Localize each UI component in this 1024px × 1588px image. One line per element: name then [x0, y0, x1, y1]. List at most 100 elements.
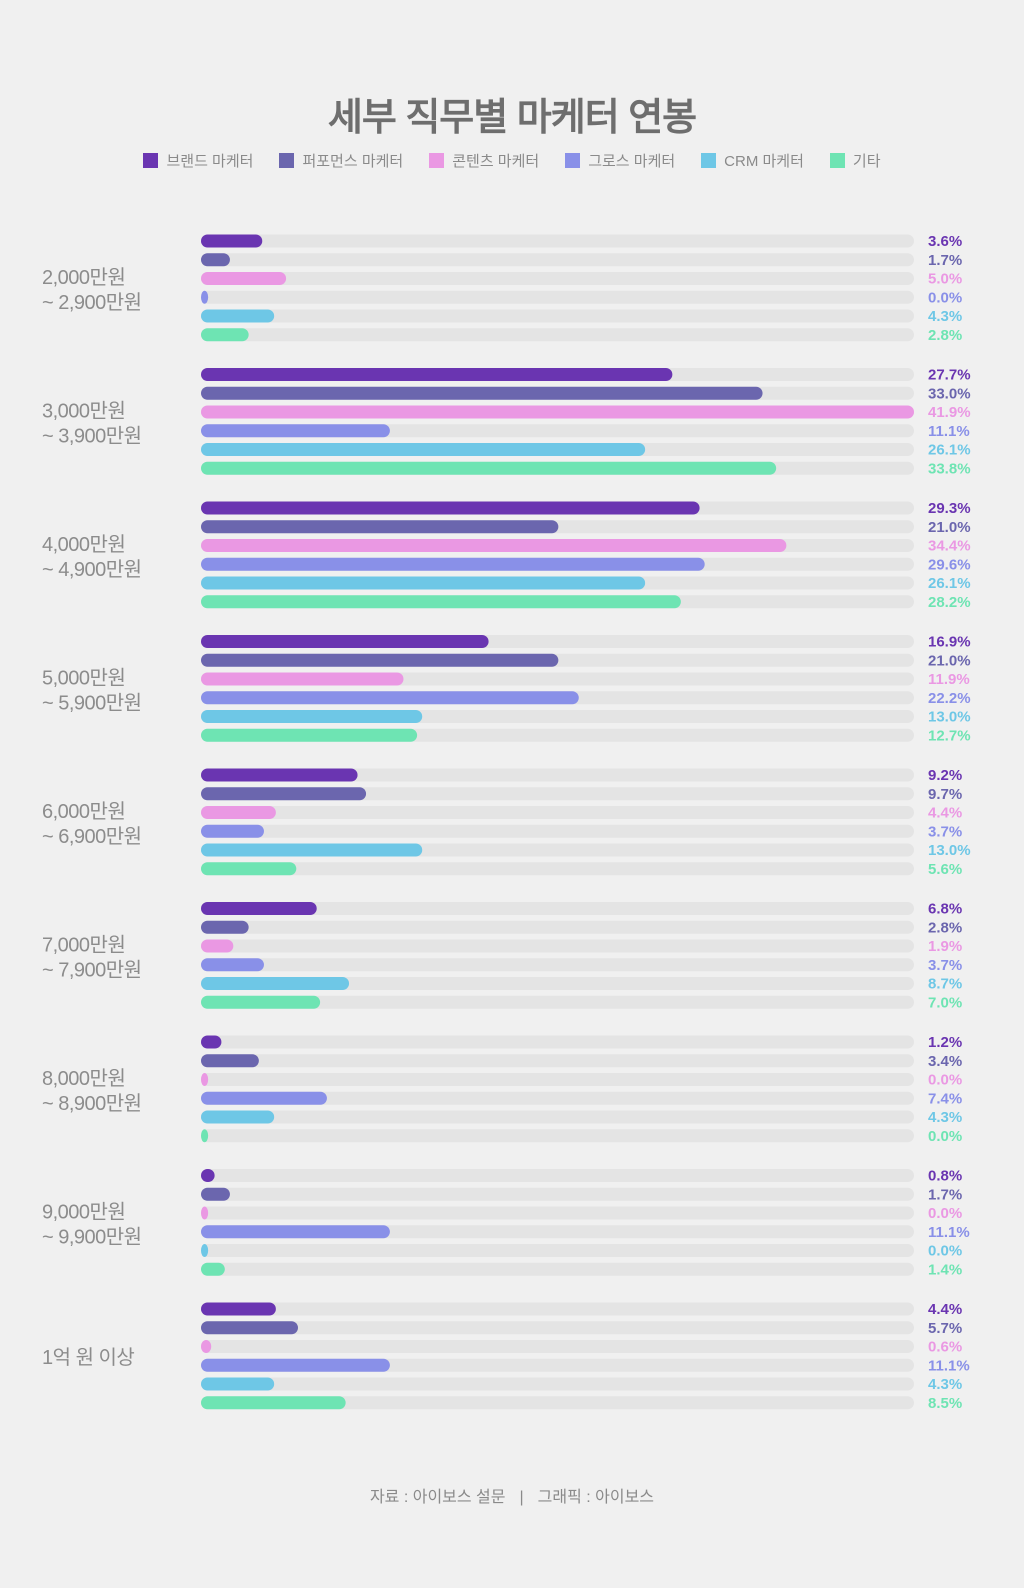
data-label: 6.8%: [928, 901, 962, 918]
bar: [201, 728, 418, 742]
bar: [201, 1073, 209, 1086]
bar-track: [201, 1377, 914, 1391]
bar-track: [201, 920, 914, 934]
category-label: ~ 7,900만원: [42, 958, 142, 981]
legend-swatch: [143, 153, 159, 168]
bar-track: [201, 1110, 914, 1124]
legend-item: 콘텐츠 마케터: [429, 150, 539, 171]
category-label: 3,000만원: [42, 399, 125, 422]
bar: [201, 691, 579, 705]
bar-group: 4,000만원~ 4,900만원 29.3% 21.0% 34.4%29.6% 26.1…: [42, 500, 971, 611]
bar-track: [201, 1187, 914, 1201]
bar-track: [201, 290, 914, 304]
data-label: 1.4%: [928, 1261, 962, 1278]
data-label: 1.7%: [928, 1186, 962, 1203]
data-label: 0.0%: [928, 1243, 962, 1260]
data-label: 1.7%: [928, 252, 962, 269]
bar: [201, 1091, 327, 1105]
bar: [201, 843, 423, 857]
bar: [201, 234, 263, 248]
bar: [201, 520, 559, 534]
data-label: 7.4%: [928, 1090, 962, 1107]
legend: 브랜드 마케터 퍼포먼스 마케터 콘텐츠 마케터 그로스 마케터 CRM 마케터 기타: [0, 150, 1024, 171]
bar-group: 7,000만원~ 7,900만원 6.8%2.8% 1.9% 3.7% 8.7%7.0%: [42, 901, 962, 1012]
data-label: 3.7%: [928, 957, 962, 974]
category-label: 1억 원 이상: [42, 1346, 134, 1369]
bar: [201, 576, 646, 590]
bar-track: [201, 806, 914, 819]
data-label: 33.8%: [928, 460, 971, 477]
bar: [201, 1035, 222, 1049]
data-label: 41.9%: [928, 404, 971, 421]
data-label: 34.4%: [928, 538, 971, 555]
data-label: 11.1%: [928, 423, 970, 440]
bar-group: 2,000만원~ 2,900만원 3.6% 1.7% 5.0%0.0% 4.3% 2.8%: [42, 233, 962, 344]
legend-item: 기타: [829, 150, 881, 171]
bar-track: [201, 862, 914, 876]
bar: [201, 939, 234, 953]
legend-label: 그로스 마케터: [588, 153, 676, 170]
bar: [201, 1206, 209, 1220]
data-label: 1.2%: [928, 1034, 962, 1051]
category-label: 7,000만원: [42, 933, 125, 956]
bar-track: [201, 1302, 914, 1316]
bar-track: [201, 272, 914, 285]
bar-track: [201, 1321, 914, 1335]
bar-track: [201, 1073, 914, 1086]
bar: [201, 1225, 390, 1239]
category-label: 8,000만원: [42, 1067, 125, 1090]
bar: [201, 1396, 346, 1410]
bar: [201, 920, 249, 934]
source-text: 자료 : 아이보스 설문: [369, 1489, 506, 1506]
data-label: 11.1%: [928, 1357, 970, 1374]
data-label: 12.7%: [928, 727, 971, 744]
bar-track: [201, 824, 914, 838]
bar: [201, 995, 321, 1009]
bar: [201, 272, 287, 285]
data-label: 0.0%: [928, 1205, 962, 1222]
data-label: 28.2%: [928, 594, 971, 611]
data-label: 27.7%: [928, 367, 971, 384]
data-label: 8.5%: [928, 1395, 962, 1412]
data-label: 33.0%: [928, 385, 971, 402]
legend-swatch: [565, 153, 581, 168]
data-label: 9.7%: [928, 786, 962, 803]
data-label: 11.9%: [928, 671, 970, 688]
data-label: 21.0%: [928, 652, 971, 669]
legend-item: 브랜드 마케터: [143, 150, 253, 171]
legend-swatch: [279, 153, 295, 168]
legend-label: 브랜드 마케터: [166, 153, 254, 170]
bar: [201, 806, 276, 819]
bar: [201, 768, 358, 782]
bar: [201, 635, 489, 648]
bar: [201, 1187, 230, 1201]
bar: [201, 1110, 275, 1124]
bar: [201, 672, 404, 686]
category-label: ~ 8,900만원: [42, 1092, 142, 1115]
bar-group: 9,000만원~ 9,900만원0.8%1.7%0.0%11.1%0.0%1.4…: [42, 1168, 970, 1279]
bar-track: [201, 234, 914, 248]
bar-track: [201, 1244, 914, 1257]
category-label: 6,000만원: [42, 800, 125, 823]
bar-track: [201, 1129, 914, 1143]
data-label: 0.6%: [928, 1339, 962, 1356]
legend-swatch: [829, 153, 845, 168]
data-label: 2.8%: [928, 327, 962, 344]
legend-label: 콘텐츠 마케터: [452, 153, 540, 170]
bar: [201, 862, 297, 876]
bar: [201, 1302, 276, 1316]
bar-group: 3,000만원~ 3,900만원 27.7%33.0% 41.9% 11.1% 26.1…: [42, 367, 971, 478]
bar: [201, 405, 914, 419]
bar-group: 6,000만원~ 6,900만원 9.2% 9.7% 4.4%3.7% 13.0% 5.6…: [42, 767, 971, 878]
bar: [201, 1358, 390, 1372]
category-label: ~ 9,900만원: [42, 1225, 142, 1248]
data-label: 2.8%: [928, 919, 962, 936]
bar-track: [201, 787, 914, 801]
bar: [201, 958, 264, 972]
bar-track: [201, 1054, 914, 1068]
legend-item: 퍼포먼스 마케터: [279, 150, 403, 171]
data-label: 5.6%: [928, 861, 962, 878]
data-label: 3.4%: [928, 1053, 962, 1070]
